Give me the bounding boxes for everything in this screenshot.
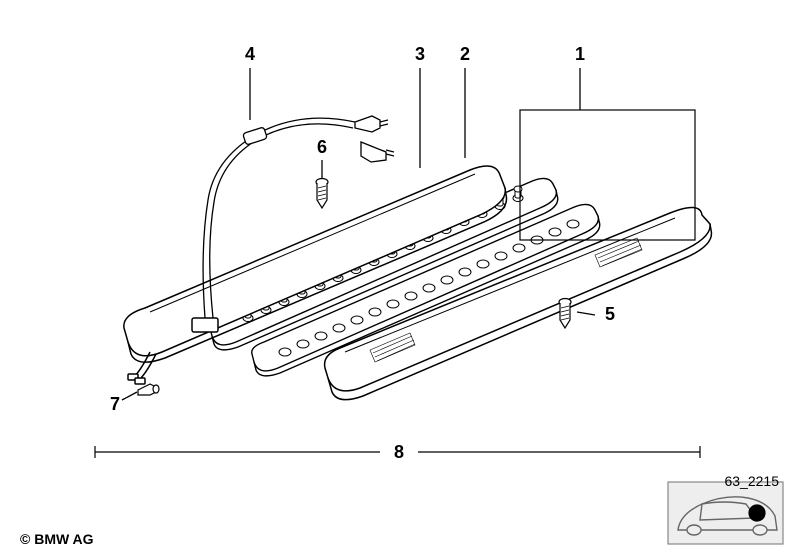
callout-5-label: 5 [605,304,615,324]
part-screw-5 [559,299,571,329]
callout-4-label: 4 [245,44,255,64]
exploded-diagram: 1 2 3 4 5 6 7 8 [0,0,799,559]
callout-1-label: 1 [575,44,585,64]
callout-6-label: 6 [317,137,327,157]
copyright-text: © BMW AG [20,531,94,547]
callout-7-label: 7 [110,394,120,414]
part-bulb-7 [138,384,159,395]
callout-8-label: 8 [394,442,404,462]
car-locator-inset [668,482,783,544]
callout-3-label: 3 [415,44,425,64]
callout-2-label: 2 [460,44,470,64]
diagram-id-label: 63_2215 [724,473,779,489]
part-screw-6 [316,179,328,209]
